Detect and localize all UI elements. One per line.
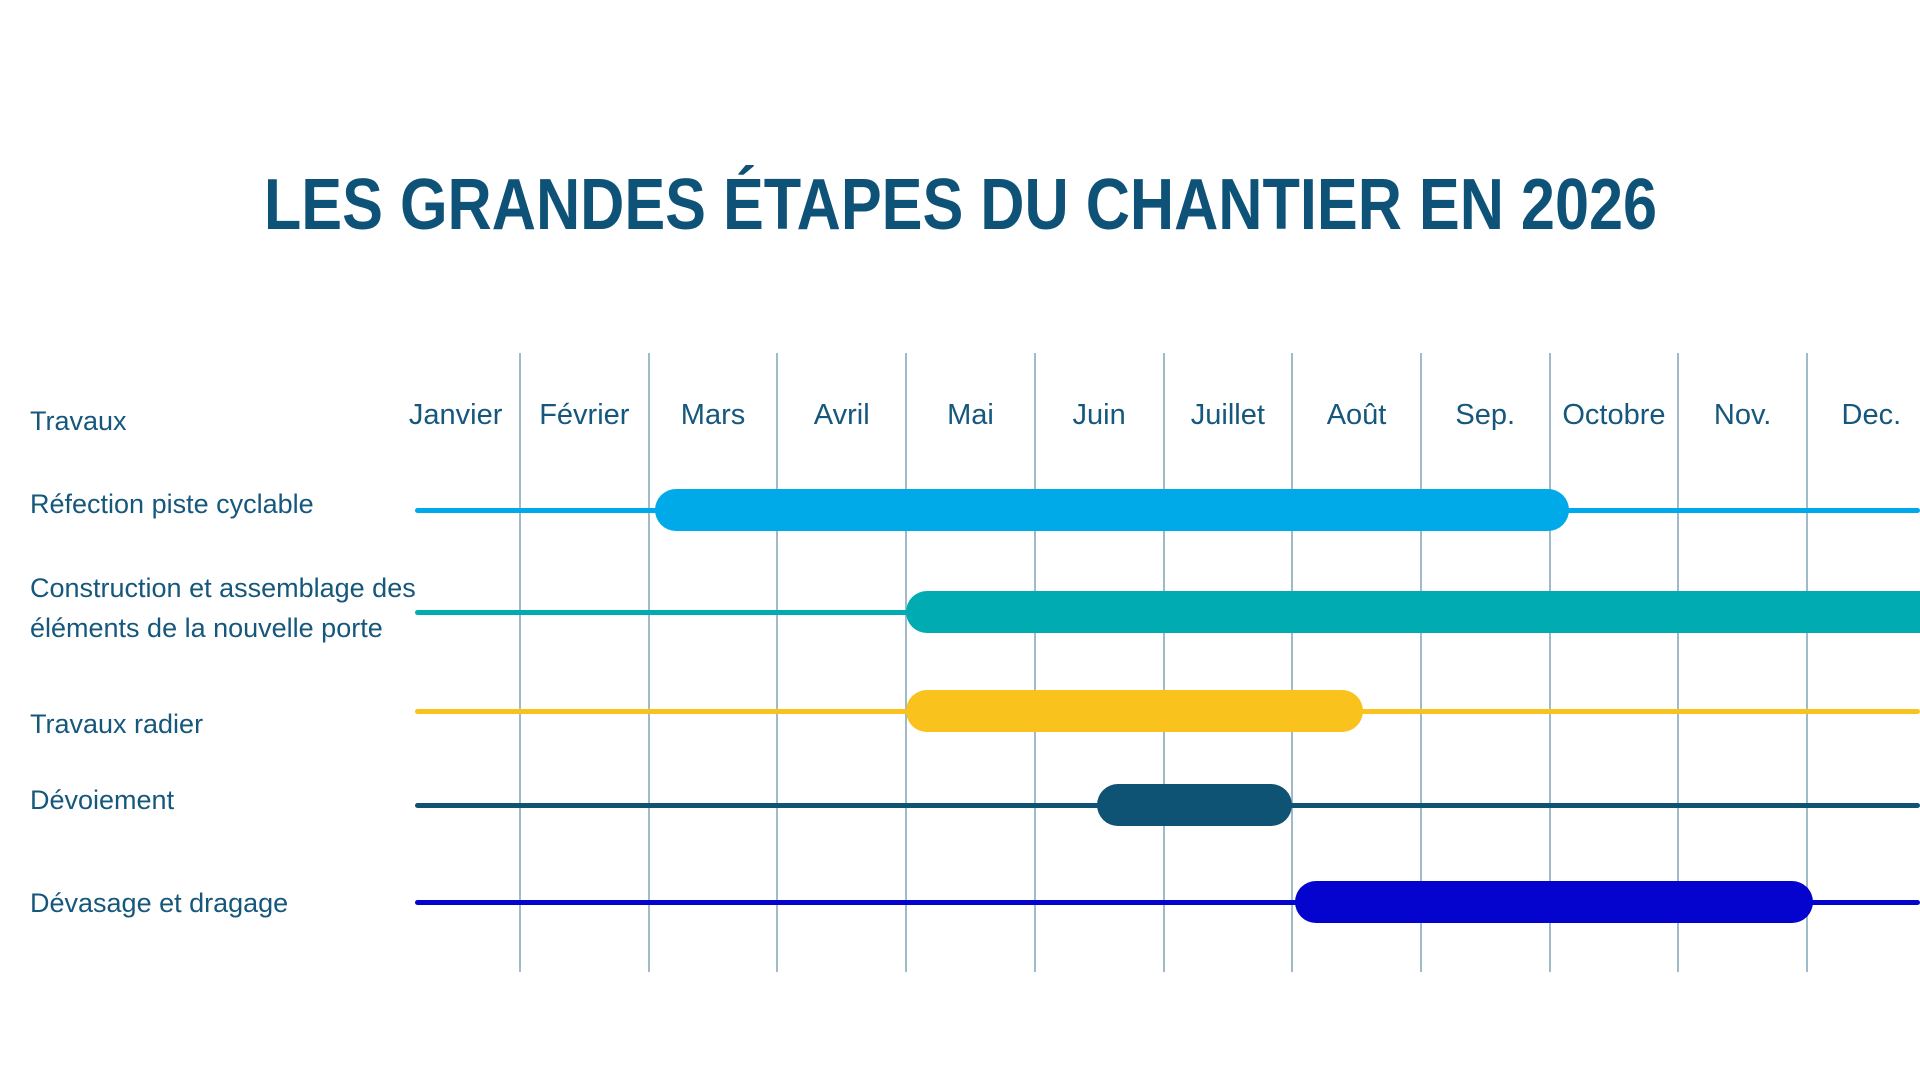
task-label: Construction et assemblage des éléments d… — [30, 568, 416, 648]
month-gridline — [1419, 353, 1422, 972]
task-label: Travaux radier — [30, 704, 203, 744]
month-gridline — [1033, 353, 1036, 972]
row-header-travaux: Travaux — [30, 406, 127, 436]
page-title: LES GRANDES ÉTAPES DU CHANTIER EN 2026 — [263, 165, 1657, 245]
month-gridline — [519, 353, 521, 972]
title-wrap: LES GRANDES ÉTAPES DU CHANTIER EN 2026 — [0, 168, 1920, 242]
task-bar — [906, 690, 1363, 732]
month-label: Octobre — [1562, 399, 1666, 431]
task-label-line: Réfection piste cyclable — [30, 489, 314, 519]
task-label: Réfection piste cyclable — [30, 484, 314, 524]
task-label-line: Travaux radier — [30, 709, 204, 739]
month-gridline — [1806, 353, 1808, 972]
month-label: Janvier — [408, 399, 503, 431]
month-gridline — [1291, 353, 1294, 972]
month-label: Février — [539, 399, 630, 431]
task-bar — [1294, 881, 1814, 923]
task-label-line: éléments de la nouvelle porte — [30, 613, 383, 643]
month-label: Avril — [813, 399, 870, 431]
task-label-line: Construction et assemblage des — [30, 573, 416, 603]
task-label-line: Dévasage et dragage — [30, 888, 289, 918]
month-label: Mars — [680, 399, 746, 431]
month-label: Nov. — [1713, 399, 1772, 431]
task-bar — [1096, 784, 1293, 826]
month-label: Dec. — [1841, 399, 1902, 431]
month-label: Mai — [947, 399, 994, 431]
month-label: Août — [1326, 399, 1387, 431]
month-label: Juillet — [1190, 399, 1265, 431]
task-label-line: Dévoiement — [30, 785, 175, 815]
month-gridline — [647, 353, 650, 972]
month-gridline — [1162, 353, 1165, 972]
month-label: Sep. — [1455, 399, 1516, 431]
task-label: Dévoiement — [30, 780, 174, 820]
task-bar — [655, 489, 1569, 531]
month-gridline — [776, 353, 779, 972]
task-baseline — [415, 899, 1920, 905]
month-label: Juin — [1072, 399, 1126, 431]
month-gridline — [1548, 353, 1551, 972]
month-gridline — [1677, 353, 1680, 972]
month-gridline — [905, 353, 908, 972]
task-label: Dévasage et dragage — [30, 883, 288, 923]
task-bar — [906, 591, 1920, 633]
